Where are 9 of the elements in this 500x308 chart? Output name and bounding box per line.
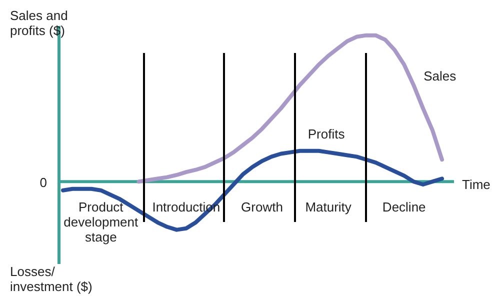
x-tick-label: Maturity: [305, 200, 352, 215]
x-axis-title: Time: [462, 177, 490, 192]
series-label: Profits: [308, 126, 346, 142]
text: 0: [40, 175, 47, 190]
x-tick-label: Decline: [382, 200, 426, 215]
text: Losses/ investment ($): [10, 264, 92, 294]
x-tick-label: Product development stage: [64, 200, 138, 245]
series-label: Sales: [424, 68, 457, 84]
x-tick-label: Growth: [241, 200, 283, 215]
